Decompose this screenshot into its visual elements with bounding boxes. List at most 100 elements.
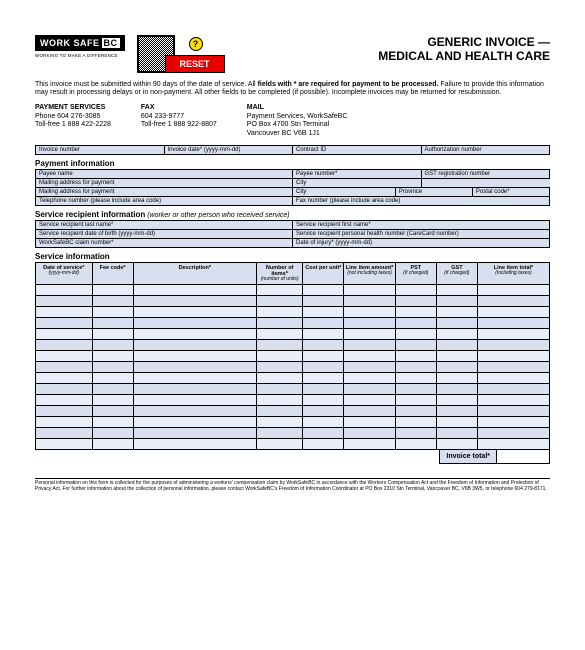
service-cell[interactable]: [133, 439, 256, 450]
service-cell[interactable]: [303, 428, 344, 439]
field-payee-name[interactable]: Payee name: [36, 169, 293, 178]
service-cell[interactable]: [133, 329, 256, 340]
field-payee-number[interactable]: Payee number*: [293, 169, 422, 178]
service-cell[interactable]: [257, 285, 303, 296]
service-cell[interactable]: [133, 428, 256, 439]
service-cell[interactable]: [436, 307, 477, 318]
service-cell[interactable]: [436, 395, 477, 406]
service-cell[interactable]: [92, 406, 133, 417]
service-cell[interactable]: [257, 296, 303, 307]
service-cell[interactable]: [36, 318, 93, 329]
service-cell[interactable]: [257, 318, 303, 329]
service-cell[interactable]: [477, 428, 549, 439]
service-cell[interactable]: [477, 351, 549, 362]
service-cell[interactable]: [395, 417, 436, 428]
field-telephone[interactable]: Telephone number (please include area co…: [36, 196, 293, 205]
service-cell[interactable]: [92, 340, 133, 351]
service-cell[interactable]: [436, 329, 477, 340]
service-cell[interactable]: [344, 373, 395, 384]
service-cell[interactable]: [303, 296, 344, 307]
service-cell[interactable]: [92, 439, 133, 450]
service-cell[interactable]: [257, 351, 303, 362]
service-cell[interactable]: [477, 362, 549, 373]
service-cell[interactable]: [133, 307, 256, 318]
service-cell[interactable]: [92, 373, 133, 384]
service-cell[interactable]: [477, 329, 549, 340]
service-cell[interactable]: [477, 340, 549, 351]
service-cell[interactable]: [303, 406, 344, 417]
service-cell[interactable]: [344, 285, 395, 296]
service-cell[interactable]: [344, 395, 395, 406]
service-cell[interactable]: [344, 439, 395, 450]
service-cell[interactable]: [303, 351, 344, 362]
service-cell[interactable]: [36, 307, 93, 318]
service-cell[interactable]: [436, 340, 477, 351]
service-cell[interactable]: [92, 296, 133, 307]
service-cell[interactable]: [257, 362, 303, 373]
service-cell[interactable]: [257, 329, 303, 340]
service-cell[interactable]: [395, 373, 436, 384]
service-cell[interactable]: [133, 406, 256, 417]
service-cell[interactable]: [303, 417, 344, 428]
service-cell[interactable]: [36, 384, 93, 395]
service-cell[interactable]: [344, 307, 395, 318]
service-cell[interactable]: [36, 395, 93, 406]
service-cell[interactable]: [436, 384, 477, 395]
service-cell[interactable]: [36, 285, 93, 296]
service-cell[interactable]: [133, 384, 256, 395]
service-cell[interactable]: [133, 318, 256, 329]
service-cell[interactable]: [92, 329, 133, 340]
service-cell[interactable]: [344, 296, 395, 307]
service-cell[interactable]: [303, 340, 344, 351]
service-cell[interactable]: [36, 351, 93, 362]
service-cell[interactable]: [436, 318, 477, 329]
service-cell[interactable]: [133, 296, 256, 307]
service-cell[interactable]: [395, 406, 436, 417]
service-cell[interactable]: [92, 384, 133, 395]
service-cell[interactable]: [257, 406, 303, 417]
service-cell[interactable]: [477, 373, 549, 384]
service-cell[interactable]: [477, 296, 549, 307]
service-cell[interactable]: [344, 329, 395, 340]
field-invoice-number[interactable]: Invoice number: [36, 145, 165, 154]
service-cell[interactable]: [257, 439, 303, 450]
service-cell[interactable]: [436, 439, 477, 450]
service-cell[interactable]: [436, 296, 477, 307]
service-cell[interactable]: [395, 439, 436, 450]
service-cell[interactable]: [303, 318, 344, 329]
field-invoice-date[interactable]: Invoice date* (yyyy-mm-dd): [164, 145, 293, 154]
service-cell[interactable]: [36, 417, 93, 428]
service-cell[interactable]: [344, 340, 395, 351]
service-cell[interactable]: [303, 362, 344, 373]
service-cell[interactable]: [303, 384, 344, 395]
field-recipient-dob[interactable]: Service recipient date of birth (yyyy-mm…: [36, 229, 293, 238]
service-cell[interactable]: [344, 406, 395, 417]
service-cell[interactable]: [436, 428, 477, 439]
service-cell[interactable]: [133, 340, 256, 351]
service-cell[interactable]: [344, 428, 395, 439]
service-cell[interactable]: [92, 362, 133, 373]
service-cell[interactable]: [395, 395, 436, 406]
invoice-total-value[interactable]: [497, 450, 550, 464]
service-cell[interactable]: [92, 428, 133, 439]
service-cell[interactable]: [133, 417, 256, 428]
service-cell[interactable]: [92, 351, 133, 362]
service-cell[interactable]: [344, 362, 395, 373]
service-cell[interactable]: [257, 417, 303, 428]
service-cell[interactable]: [395, 362, 436, 373]
service-cell[interactable]: [92, 318, 133, 329]
service-cell[interactable]: [303, 395, 344, 406]
service-cell[interactable]: [395, 384, 436, 395]
service-cell[interactable]: [477, 395, 549, 406]
service-cell[interactable]: [395, 351, 436, 362]
help-icon[interactable]: ?: [189, 37, 203, 51]
service-cell[interactable]: [395, 296, 436, 307]
service-cell[interactable]: [436, 406, 477, 417]
service-cell[interactable]: [303, 329, 344, 340]
service-cell[interactable]: [303, 285, 344, 296]
service-cell[interactable]: [395, 307, 436, 318]
service-cell[interactable]: [133, 395, 256, 406]
service-cell[interactable]: [303, 373, 344, 384]
service-cell[interactable]: [36, 362, 93, 373]
service-cell[interactable]: [477, 318, 549, 329]
